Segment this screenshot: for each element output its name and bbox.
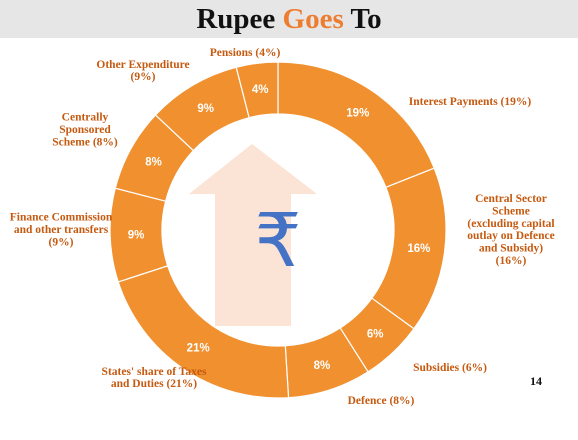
slice-percent-label: 21% [187, 342, 210, 354]
donut-slice [277, 61, 435, 189]
category-label: Finance Commission and other transfers (9%… [10, 212, 113, 249]
title-accent: Goes [282, 3, 344, 35]
slice-labels: 19% 16% 6% 8% 21% 9% 8% 9% 4% [128, 84, 431, 372]
slice-percent-label: 8% [145, 157, 162, 169]
category-label: Interest Payments (19%) [409, 96, 532, 108]
slice-percent-label: 16% [407, 243, 430, 255]
donut-slice [235, 61, 279, 119]
rupee-icon: ₹ [254, 198, 301, 284]
slice-percent-label: 9% [197, 103, 214, 115]
title-part1: Rupee [196, 3, 283, 35]
slice-percent-label: 19% [346, 108, 369, 120]
category-labels: Interest Payments (19%) Central Sector Sch… [10, 47, 555, 407]
category-label: States' share of Taxes and Duties (21%) [102, 366, 207, 390]
page-number: 14 [530, 374, 542, 388]
category-label: Pensions (4%) [210, 47, 281, 59]
donut-ring [109, 61, 447, 399]
title-part2: To [343, 3, 382, 35]
category-label: Other Expenditure (9%) [96, 59, 189, 83]
category-label: Subsidies (6%) [413, 362, 487, 374]
up-arrow-icon [189, 144, 317, 326]
slice-percent-label: 9% [128, 230, 145, 242]
title-bar: Rupee Goes To [0, 0, 578, 38]
slice-percent-label: 8% [314, 360, 331, 372]
slice-percent-label: 4% [252, 84, 269, 96]
category-label: Centrally Sponsored Scheme (8%) [52, 112, 118, 149]
category-label: Defence (8%) [348, 395, 415, 407]
category-label: Central Sector Scheme (excluding capital ou… [467, 193, 555, 267]
slice-percent-label: 6% [367, 329, 384, 341]
